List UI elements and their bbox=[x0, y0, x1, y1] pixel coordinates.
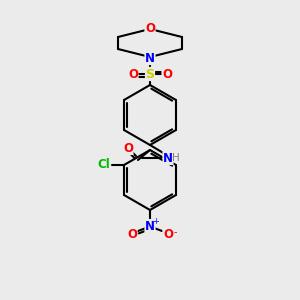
Text: N: N bbox=[145, 52, 155, 64]
Text: O: O bbox=[123, 142, 133, 154]
Text: H: H bbox=[172, 153, 180, 163]
Text: O: O bbox=[163, 227, 173, 241]
Text: +: + bbox=[153, 217, 159, 226]
Text: S: S bbox=[146, 68, 154, 80]
Text: O: O bbox=[128, 68, 138, 80]
Text: N: N bbox=[163, 152, 173, 164]
Text: O: O bbox=[145, 22, 155, 34]
Text: O: O bbox=[127, 227, 137, 241]
Text: N: N bbox=[145, 220, 155, 232]
Text: O: O bbox=[162, 68, 172, 80]
Text: -: - bbox=[173, 227, 177, 237]
Text: Cl: Cl bbox=[98, 158, 110, 172]
